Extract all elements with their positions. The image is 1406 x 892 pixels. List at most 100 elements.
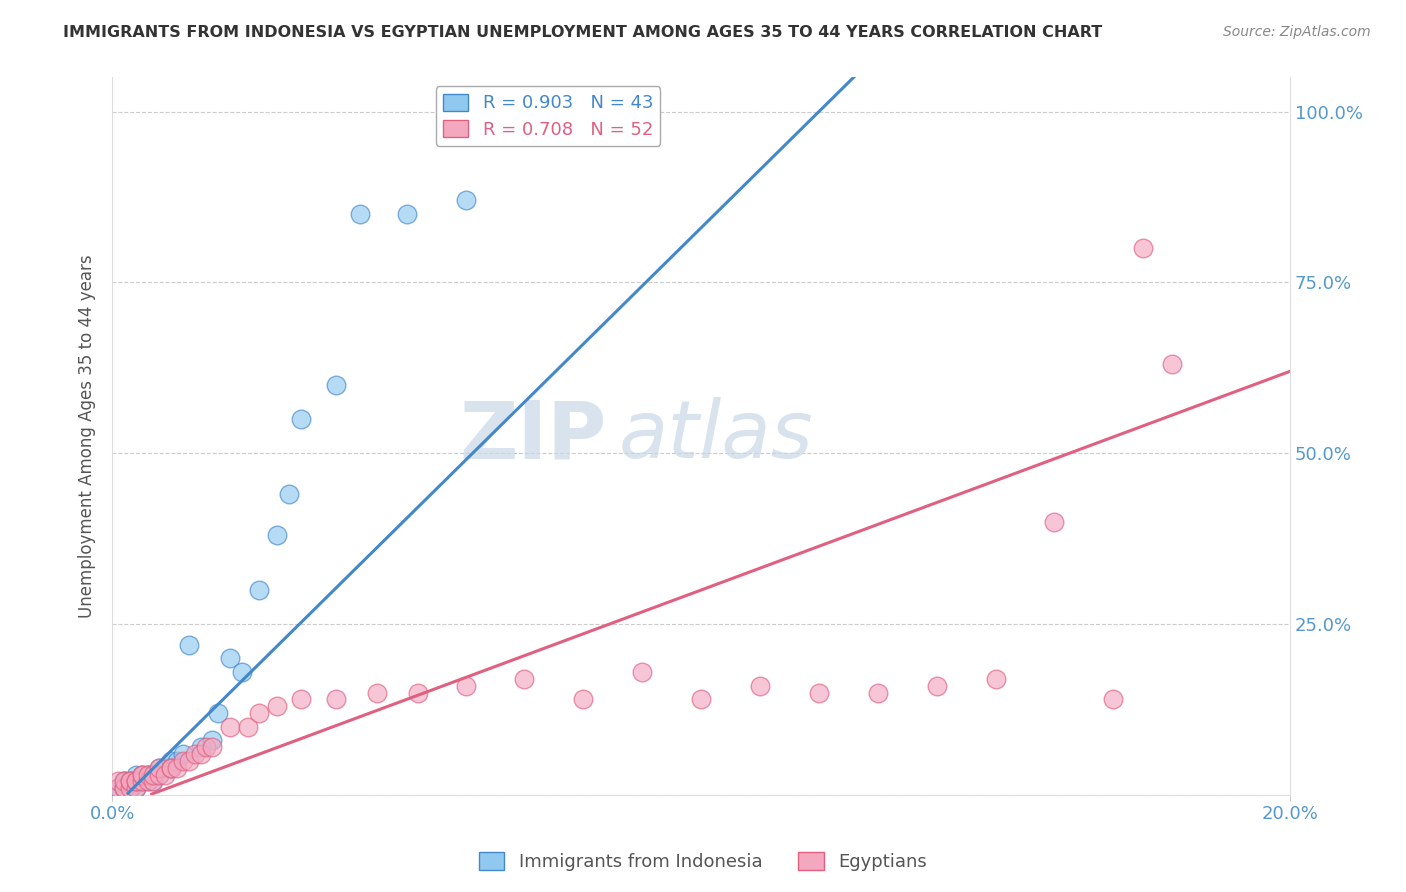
Point: [118, 774, 141, 789]
Point: [984, 672, 1007, 686]
Point: [136, 774, 159, 789]
Point: [325, 378, 347, 392]
Point: [131, 767, 153, 781]
Point: [190, 747, 212, 761]
Point: [118, 781, 141, 796]
Point: [118, 774, 141, 789]
Text: IMMIGRANTS FROM INDONESIA VS EGYPTIAN UNEMPLOYMENT AMONG AGES 35 TO 44 YEARS COR: IMMIGRANTS FROM INDONESIA VS EGYPTIAN UN…: [63, 25, 1102, 40]
Point: [690, 692, 713, 706]
Point: [131, 774, 153, 789]
Point: [631, 665, 654, 679]
Point: [454, 194, 477, 208]
Point: [131, 774, 153, 789]
Point: [277, 487, 299, 501]
Point: [1043, 515, 1066, 529]
Point: [107, 781, 129, 796]
Point: [155, 767, 177, 781]
Point: [207, 706, 229, 720]
Point: [408, 685, 430, 699]
Point: [118, 781, 141, 796]
Point: [1102, 692, 1125, 706]
Point: [125, 781, 148, 796]
Point: [219, 651, 242, 665]
Text: ZIP: ZIP: [460, 397, 607, 475]
Point: [925, 679, 948, 693]
Point: [148, 761, 170, 775]
Point: [290, 692, 312, 706]
Point: [112, 781, 135, 796]
Point: [190, 740, 212, 755]
Point: [118, 781, 141, 796]
Point: [125, 774, 148, 789]
Point: [572, 692, 595, 706]
Point: [136, 774, 159, 789]
Point: [160, 761, 183, 775]
Text: atlas: atlas: [619, 397, 814, 475]
Point: [160, 761, 183, 775]
Point: [366, 685, 388, 699]
Point: [125, 774, 148, 789]
Point: [112, 781, 135, 796]
Point: [136, 767, 159, 781]
Point: [177, 638, 200, 652]
Point: [142, 767, 165, 781]
Point: [249, 582, 271, 597]
Point: [125, 774, 148, 789]
Point: [136, 767, 159, 781]
Point: [266, 528, 288, 542]
Point: [142, 774, 165, 789]
Point: [160, 754, 183, 768]
Point: [325, 692, 347, 706]
Point: [201, 733, 224, 747]
Point: [112, 774, 135, 789]
Point: [107, 781, 129, 796]
Point: [136, 767, 159, 781]
Point: [166, 754, 188, 768]
Point: [1161, 358, 1184, 372]
Point: [236, 720, 259, 734]
Point: [148, 767, 170, 781]
Point: [201, 740, 224, 755]
Point: [866, 685, 889, 699]
Point: [107, 774, 129, 789]
Point: [148, 767, 170, 781]
Point: [1132, 241, 1154, 255]
Point: [107, 781, 129, 796]
Point: [454, 679, 477, 693]
Point: [166, 761, 188, 775]
Legend: R = 0.903   N = 43, R = 0.708   N = 52: R = 0.903 N = 43, R = 0.708 N = 52: [436, 87, 661, 145]
Point: [219, 720, 242, 734]
Point: [142, 774, 165, 789]
Point: [125, 774, 148, 789]
Point: [112, 774, 135, 789]
Point: [112, 781, 135, 796]
Point: [118, 774, 141, 789]
Point: [349, 207, 371, 221]
Point: [266, 699, 288, 714]
Point: [177, 754, 200, 768]
Point: [395, 207, 418, 221]
Point: [231, 665, 253, 679]
Point: [112, 774, 135, 789]
Point: [290, 412, 312, 426]
Point: [131, 774, 153, 789]
Legend: Immigrants from Indonesia, Egyptians: Immigrants from Indonesia, Egyptians: [472, 846, 934, 879]
Point: [807, 685, 830, 699]
Point: [195, 740, 218, 755]
Y-axis label: Unemployment Among Ages 35 to 44 years: Unemployment Among Ages 35 to 44 years: [79, 254, 96, 618]
Point: [118, 774, 141, 789]
Point: [125, 781, 148, 796]
Point: [148, 761, 170, 775]
Point: [131, 767, 153, 781]
Point: [142, 767, 165, 781]
Point: [183, 747, 205, 761]
Point: [172, 747, 194, 761]
Point: [513, 672, 536, 686]
Text: Source: ZipAtlas.com: Source: ZipAtlas.com: [1223, 25, 1371, 39]
Point: [155, 761, 177, 775]
Point: [172, 754, 194, 768]
Point: [249, 706, 271, 720]
Point: [160, 761, 183, 775]
Point: [131, 767, 153, 781]
Point: [112, 781, 135, 796]
